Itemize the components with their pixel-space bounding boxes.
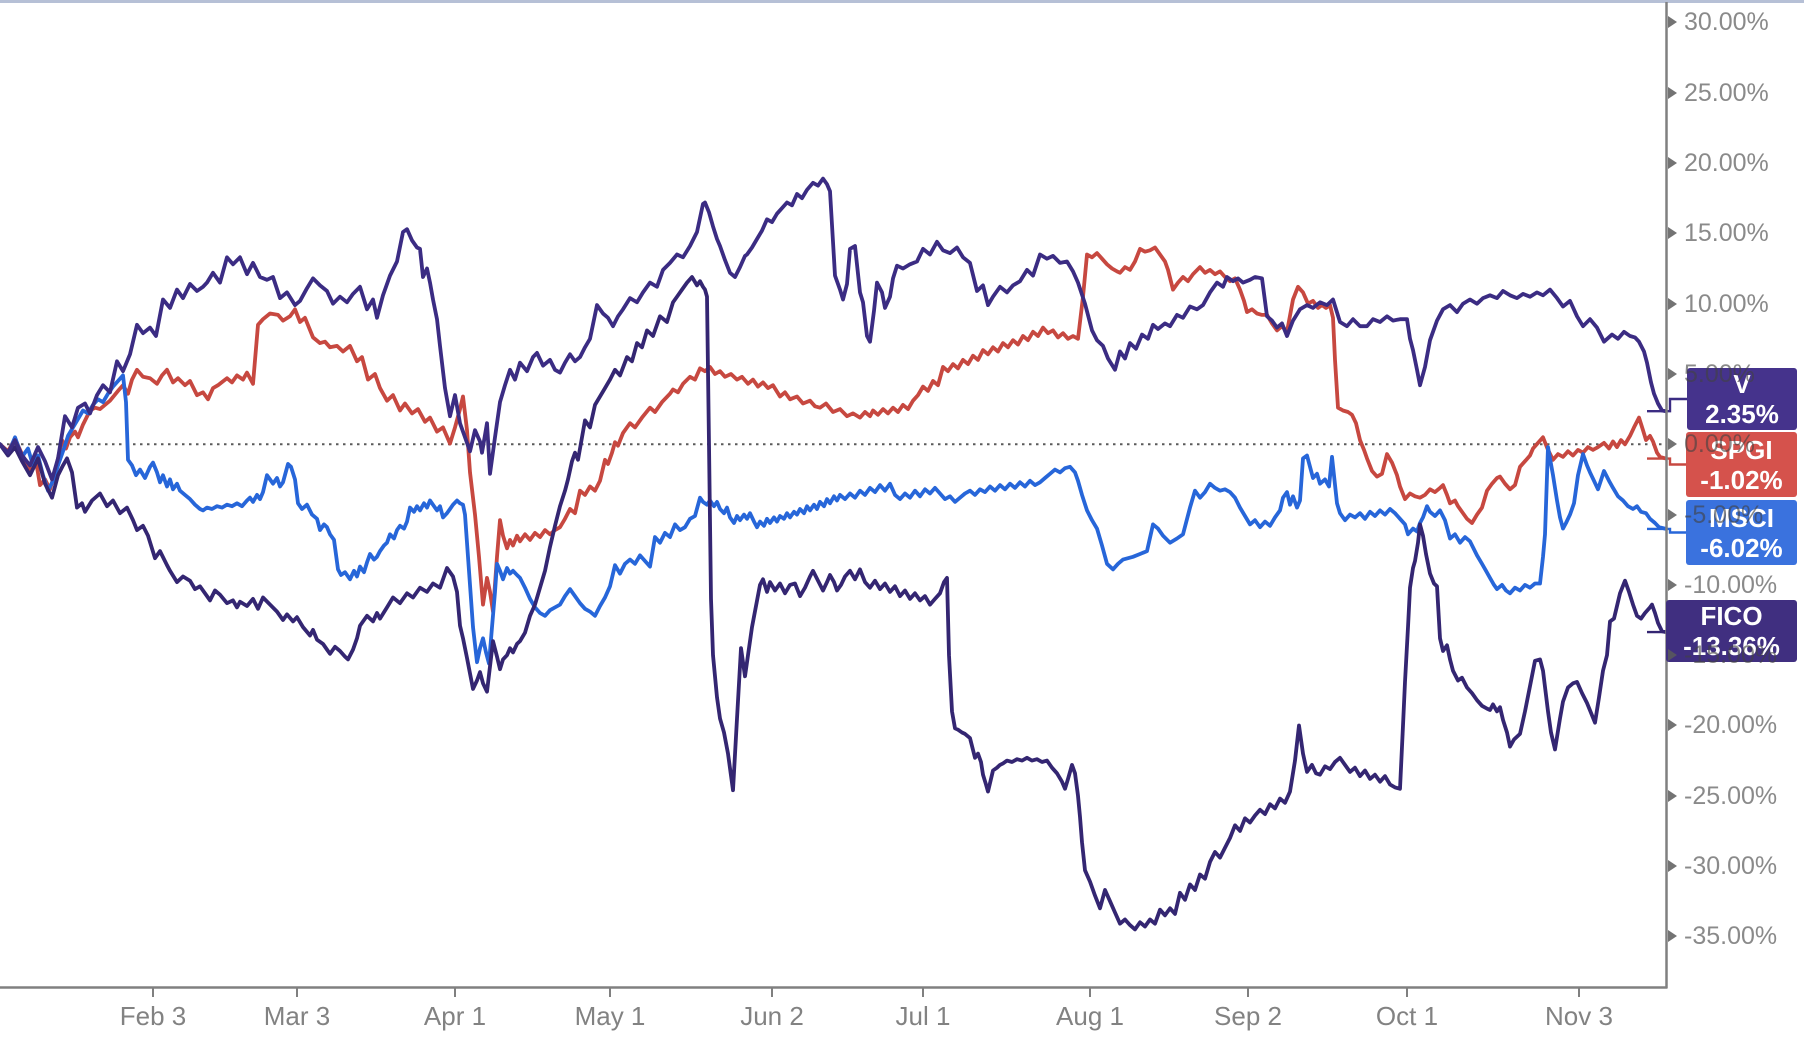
y-tick-arrow-icon xyxy=(1668,649,1677,662)
y-axis-label: 5.00% xyxy=(1684,359,1755,388)
x-axis-label: Feb 3 xyxy=(119,1001,187,1031)
x-axis-label: Oct 1 xyxy=(1375,1001,1439,1031)
price-badge-SPGI[interactable]: SPGI -1.02% xyxy=(1686,432,1797,497)
y-tick-arrow-icon xyxy=(1668,297,1677,310)
y-axis-label: 20.00% xyxy=(1684,149,1769,178)
y-tick-arrow-icon xyxy=(1668,227,1677,240)
y-tick-arrow-icon xyxy=(1668,860,1677,873)
y-tick-arrow-icon xyxy=(1668,16,1677,29)
badge-value: -13.36% xyxy=(1683,631,1780,661)
y-axis-label: -30.00% xyxy=(1684,852,1778,881)
x-axis-label: Jun 2 xyxy=(740,1001,804,1031)
badge-connector-SPGI xyxy=(1647,457,1688,466)
badge-connector-V xyxy=(1647,397,1689,413)
y-axis-label: 10.00% xyxy=(1684,289,1769,318)
y-tick-arrow-icon xyxy=(1668,367,1677,380)
x-axis-label: Mar 3 xyxy=(263,1001,331,1031)
badge-ticker: MSCI xyxy=(1709,502,1774,533)
price-badge-MSCI[interactable]: MSCI -6.02% xyxy=(1686,500,1797,565)
y-axis-label: 15.00% xyxy=(1684,219,1769,248)
x-axis-label: Apr 1 xyxy=(423,1001,487,1031)
y-axis-label: -25.00% xyxy=(1684,781,1778,810)
y-axis-label: -15.00% xyxy=(1684,641,1778,670)
x-axis-label: Nov 3 xyxy=(1545,1001,1613,1031)
badge-ticker: V xyxy=(1733,369,1751,399)
y-tick-arrow-icon xyxy=(1668,719,1677,732)
price-badge-FICO[interactable]: FICO -13.36% xyxy=(1666,600,1797,662)
badge-ticker: SPGI xyxy=(1710,434,1773,465)
x-axis-label: Sep 2 xyxy=(1214,1001,1282,1031)
y-axis-label: -5.00% xyxy=(1684,500,1764,529)
window-top-border xyxy=(0,0,1804,3)
y-axis-label: 25.00% xyxy=(1684,78,1769,107)
series-line-SPGI[interactable] xyxy=(0,245,1688,614)
y-tick-arrow-icon xyxy=(1668,789,1677,802)
y-axis-label: -20.00% xyxy=(1684,711,1778,740)
y-tick-arrow-icon xyxy=(1668,86,1677,99)
y-axis-label: 30.00% xyxy=(1684,8,1769,37)
x-axis-label: Jul 1 xyxy=(895,1001,951,1031)
x-axis-label: Aug 1 xyxy=(1056,1001,1124,1031)
y-tick-arrow-icon xyxy=(1668,508,1677,521)
y-tick-arrow-icon xyxy=(1668,438,1677,451)
y-axis-label: -10.00% xyxy=(1684,570,1778,599)
series-line-MSCI[interactable] xyxy=(0,373,1688,666)
y-axis-label: 0.00% xyxy=(1684,430,1755,459)
badge-ticker: FICO xyxy=(1700,601,1763,631)
y-tick-arrow-icon xyxy=(1668,157,1677,170)
badge-value: 2.35% xyxy=(1705,399,1779,429)
y-tick-arrow-icon xyxy=(1668,578,1677,591)
badge-value: -1.02% xyxy=(1700,464,1783,495)
price-badge-V[interactable]: V 2.35% xyxy=(1687,368,1797,430)
y-tick-arrow-icon xyxy=(1668,930,1677,943)
y-axis-label: -35.00% xyxy=(1684,922,1778,951)
series-line-V[interactable] xyxy=(0,176,1689,482)
badge-value: -6.02% xyxy=(1700,532,1783,563)
x-axis-label: May 1 xyxy=(574,1001,646,1031)
badge-connector-MSCI xyxy=(1647,527,1688,534)
